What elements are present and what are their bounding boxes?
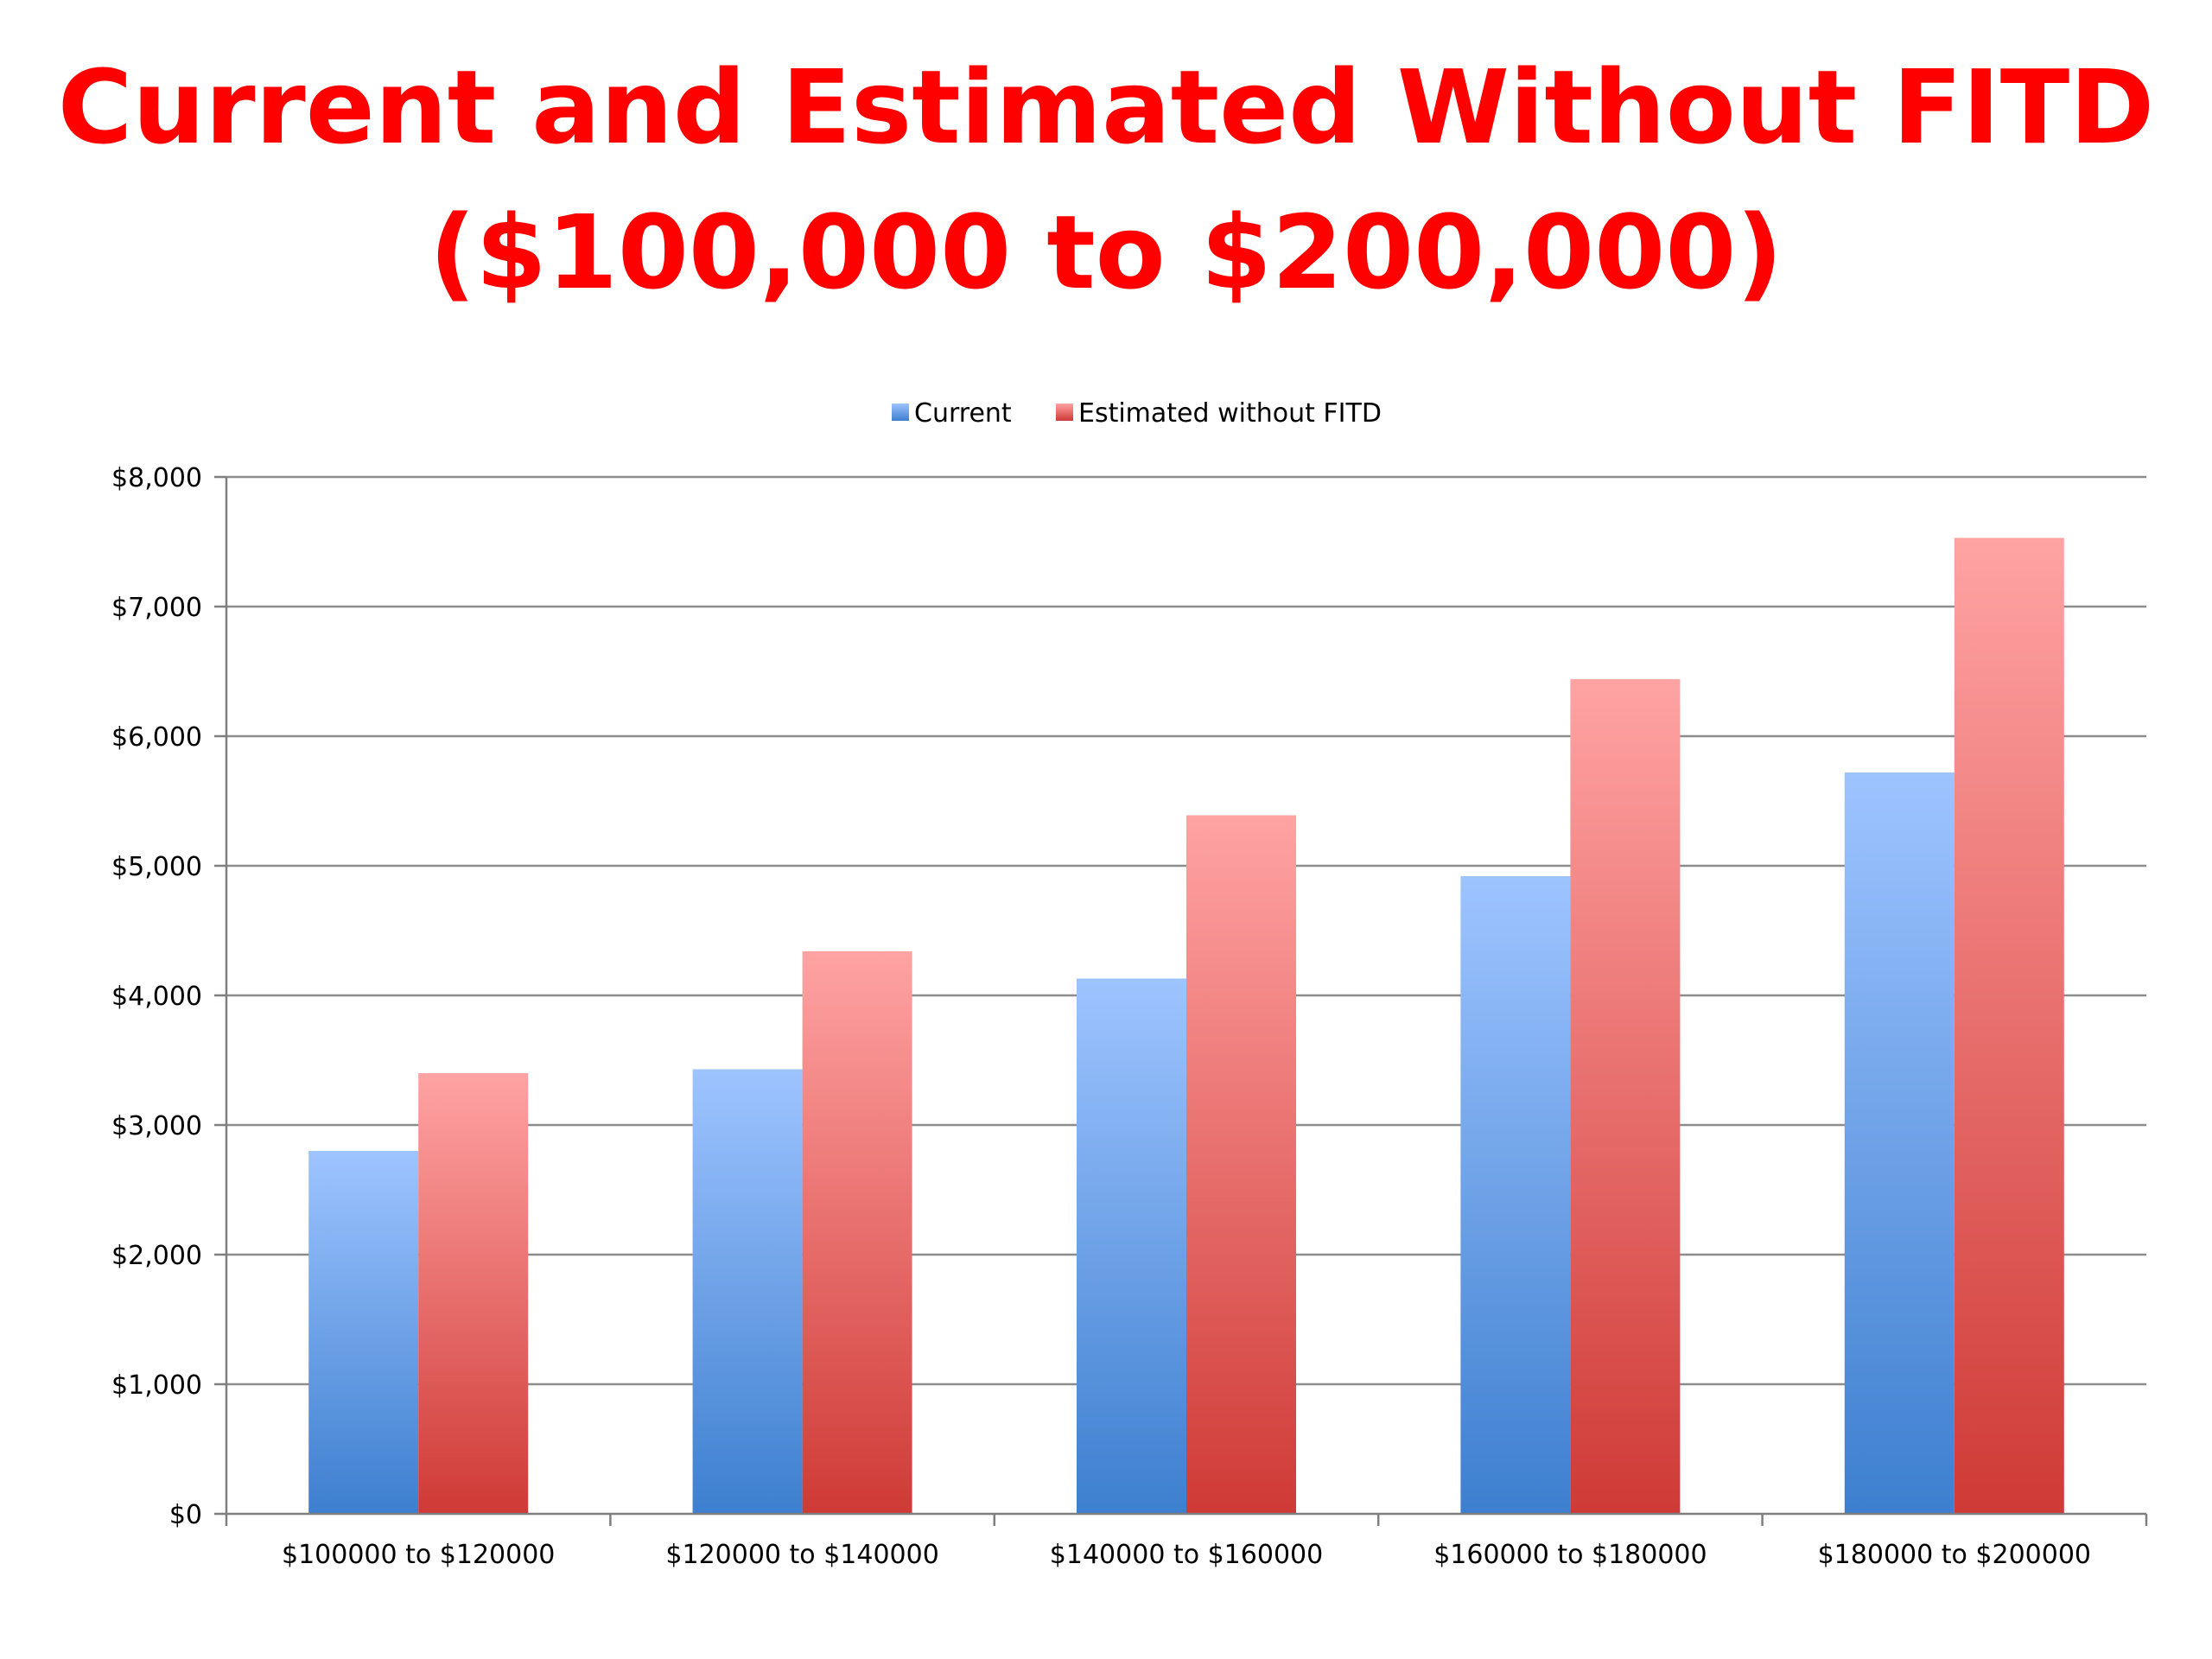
y-tick-label: $5,000 bbox=[111, 852, 202, 882]
x-category-label: $160000 to $180000 bbox=[1433, 1540, 1707, 1570]
bar-estimated bbox=[418, 1073, 529, 1514]
y-tick-label: $6,000 bbox=[111, 722, 202, 753]
x-category-label: $180000 to $200000 bbox=[1818, 1540, 2091, 1570]
bar-current bbox=[692, 1069, 803, 1514]
legend-swatch-estimated bbox=[1056, 404, 1073, 421]
bar-current bbox=[308, 1151, 419, 1514]
x-category-label: $100000 to $120000 bbox=[282, 1540, 555, 1570]
y-tick-label: $3,000 bbox=[111, 1111, 202, 1141]
x-category-labels: $100000 to $120000 $120000 to $140000 $140… bbox=[282, 1540, 2091, 1570]
legend-swatch-current bbox=[892, 404, 909, 421]
bar-estimated bbox=[802, 951, 912, 1514]
bar-current bbox=[1077, 978, 1186, 1514]
chart-legend: Current Estimated without FITD bbox=[892, 398, 1382, 429]
bar-current bbox=[1460, 876, 1571, 1514]
y-tick-label: $4,000 bbox=[111, 982, 202, 1012]
bar-estimated bbox=[1186, 815, 1296, 1514]
bar-estimated bbox=[1570, 679, 1681, 1514]
slide-title-line-1: Current and Estimated Without FITD bbox=[57, 48, 2155, 167]
y-tick-label: $0 bbox=[169, 1500, 202, 1530]
slide-title-line-2: ($100,000 to $200,000) bbox=[429, 193, 1783, 312]
y-tick-label: $1,000 bbox=[111, 1370, 202, 1401]
y-tick-label: $2,000 bbox=[111, 1241, 202, 1271]
slide-title: Current and Estimated Without FITD ($100… bbox=[0, 35, 2212, 325]
bar-estimated bbox=[1954, 537, 2064, 1514]
bars bbox=[308, 537, 2064, 1514]
x-category-label: $140000 to $160000 bbox=[1050, 1540, 1323, 1570]
bar-current bbox=[1844, 772, 1955, 1514]
y-tick-label: $8,000 bbox=[111, 463, 202, 493]
y-tick-labels: $0 $1,000 $2,000 $3,000 $4,000 $5,000 $6,000 $7… bbox=[111, 463, 202, 1530]
legend-label-current: Current bbox=[914, 398, 1012, 429]
legend-label-estimated: Estimated without FITD bbox=[1078, 398, 1382, 429]
x-category-label: $120000 to $140000 bbox=[665, 1540, 938, 1570]
y-tick-label: $7,000 bbox=[111, 593, 202, 623]
axes bbox=[225, 477, 2148, 1526]
